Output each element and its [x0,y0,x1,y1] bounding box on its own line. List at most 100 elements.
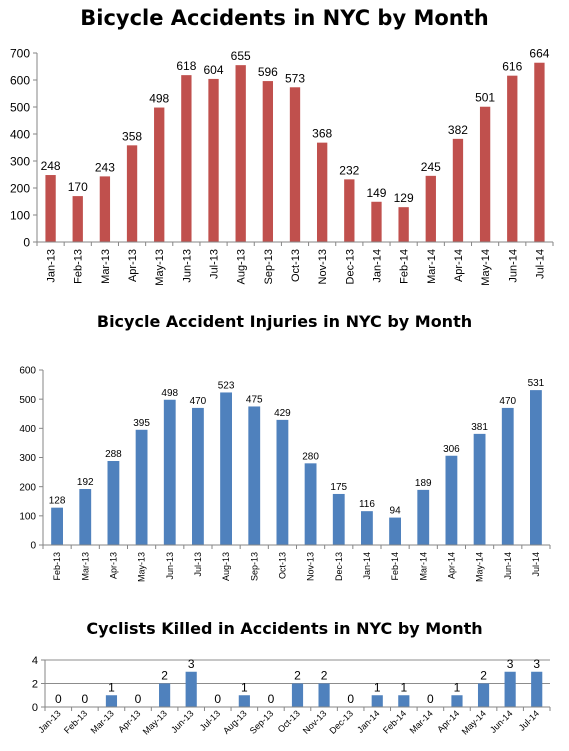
bar [316,142,328,242]
data-label: 129 [394,191,414,205]
bar [530,390,542,545]
data-label: 306 [443,444,460,455]
x-tick-label: Oct-13 [277,552,287,579]
x-tick-label: Jul-14 [517,708,541,732]
bar [451,695,463,707]
x-tick-label: Jun-14 [488,708,515,735]
bar [235,65,246,243]
x-tick-label: Jun-13 [169,708,196,735]
y-tick-label: 400 [19,424,36,435]
y-tick-label: 300 [10,154,30,168]
x-tick-label: Jul-14 [531,552,541,577]
x-tick-label: Aug-13 [236,249,248,284]
x-tick-label: Dec-13 [344,249,356,284]
x-tick-label: Dec-13 [327,708,355,736]
bar [501,407,514,545]
chart-2-title: Bicycle Accident Injuries in NYC by Mont… [96,312,473,331]
x-tick-label: Jul-13 [193,552,203,577]
data-label: 429 [274,408,291,419]
data-label: 381 [471,422,488,433]
bar [445,455,458,545]
x-tick-label: Oct-13 [276,708,302,734]
bar [51,507,63,545]
data-label: 1 [400,680,407,694]
data-label: 0 [268,692,275,706]
data-label: 358 [122,129,142,143]
data-label: 470 [499,396,516,407]
y-tick-label: 0 [23,235,30,249]
data-label: 2 [480,669,487,683]
bar [398,695,410,707]
bar [477,683,490,707]
data-label: 501 [475,91,495,105]
bar [534,62,545,242]
y-tick-label: 0 [32,702,38,714]
chart-1-accidents: 0 100 200 300 400 500 600 700 248 170 243 358 498 618… [10,46,554,286]
data-label: 395 [133,418,150,429]
x-tick-label: Feb-14 [390,552,400,581]
x-tick-label: Jun-14 [503,552,513,580]
data-label: 0 [135,692,142,706]
data-label: 0 [55,692,62,706]
data-label: 243 [95,160,115,174]
data-label: 498 [149,92,169,106]
bar [220,392,232,545]
chart-3-title: Cyclists Killed in Accidents in NYC by M… [86,619,483,638]
bar [344,179,355,242]
x-tick-label: Apr-13 [108,552,118,579]
bar [107,461,120,545]
bar [473,433,486,545]
bar [371,695,383,707]
x-tick-label: Mar-14 [408,708,435,735]
bar [452,138,464,242]
chart-1-title: Bicycle Accidents in NYC by Month [80,6,489,30]
y-tick-label: 200 [10,181,30,195]
x-tick-label: May-14 [460,708,488,736]
data-label: 0 [214,692,221,706]
x-tick-label: May-13 [154,249,166,286]
y-tick-label: 300 [19,453,36,464]
bar [248,406,261,545]
x-tick-label: May-13 [141,708,169,736]
y-tick-label: 100 [10,208,30,222]
x-tick-label: Sep-13 [249,552,259,581]
data-label: 288 [105,449,122,460]
data-label: 170 [68,180,88,194]
bar [181,75,192,242]
y-tick-label: 4 [32,655,38,667]
x-tick-label: Jun-13 [181,249,193,283]
x-tick-label: Nov-13 [301,708,329,736]
bar [425,175,436,242]
chart-2-injuries: 0 100 200 300 400 500 600 128 192 288 395 498 470 523… [19,366,551,582]
x-tick-label: Jul-13 [198,708,222,732]
data-label: 189 [415,478,432,489]
data-label: 175 [330,482,347,493]
data-label: 0 [347,692,354,706]
data-label: 116 [359,499,375,510]
x-tick-label: Nov-13 [317,249,329,284]
bar [262,81,274,242]
x-tick-label: Aug-13 [221,708,249,736]
bar [289,87,301,242]
chart-3-killed: 0 2 4 0 0 1 0 2 3 0 1 0 2 2 0 1 1 0 1 2 3 3 Jan-13 Feb-13 Mar-13… [32,655,551,737]
x-tick-label: May-13 [137,552,147,582]
y-tick-label: 500 [10,100,30,114]
data-label: 3 [533,657,540,671]
bar [398,207,409,242]
data-label: 280 [302,451,319,462]
data-label: 475 [246,394,263,405]
data-label: 0 [82,692,89,706]
data-label: 1 [241,680,248,694]
data-label: 192 [77,477,94,488]
bar [72,196,83,242]
y-tick-label: 100 [19,511,36,522]
data-label: 149 [366,186,386,200]
data-label: 616 [502,60,522,74]
data-label: 3 [507,657,514,671]
y-tick-label: 400 [10,127,30,141]
bar [371,201,382,242]
bar [332,493,345,545]
bar [318,683,330,707]
y-tick-label: 200 [19,482,36,493]
x-tick-label: Mar-13 [89,708,116,735]
